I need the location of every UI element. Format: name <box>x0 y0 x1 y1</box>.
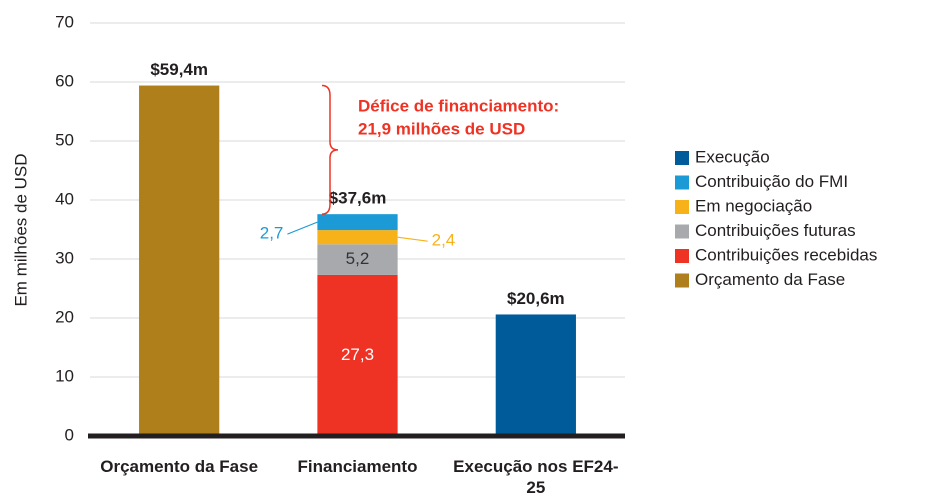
x-tick-label: Financiamento <box>297 457 418 476</box>
legend-swatch <box>675 273 689 288</box>
y-tick-label: 20 <box>55 307 74 326</box>
bar-segment <box>317 214 398 231</box>
data-label: 27,3 <box>341 345 374 364</box>
bar-segment <box>317 230 398 245</box>
bar-segment <box>317 244 398 275</box>
data-label: 2,4 <box>432 231 456 250</box>
leader-line <box>397 236 428 242</box>
y-tick-label: 60 <box>55 71 74 90</box>
legend-swatch <box>675 175 689 190</box>
total-label: $20,6m <box>507 289 565 308</box>
total-label: $59,4m <box>150 60 208 79</box>
y-tick-label: 40 <box>55 189 74 208</box>
x-tick-label: Orçamento da Fase <box>100 457 259 476</box>
y-tick-label: 30 <box>55 248 74 267</box>
y-tick-label: 0 <box>65 425 74 444</box>
data-label: 2,7 <box>260 224 284 243</box>
legend-swatch <box>675 249 689 263</box>
bar-segment <box>317 274 398 436</box>
legend-label: Contribuições recebidas <box>695 245 877 264</box>
y-tick-label: 50 <box>55 130 74 149</box>
y-tick-label: 70 <box>55 12 74 31</box>
legend-swatch <box>675 200 689 214</box>
x-tick-label: Execução nos EF24-25 <box>453 457 619 497</box>
bar-segment <box>495 314 576 436</box>
legend-label: Contribuição do FMI <box>695 172 848 191</box>
leader-line <box>287 221 318 235</box>
legend-label: Em negociação <box>695 196 812 215</box>
y-axis-label: Em milhões de USD <box>11 153 30 306</box>
legend-label: Orçamento da Fase <box>695 270 845 289</box>
bar-segment <box>139 85 220 436</box>
y-tick-label: 10 <box>55 366 74 385</box>
total-label: $37,6m <box>329 189 387 208</box>
legend-label: Execução <box>695 147 770 166</box>
legend-swatch <box>675 224 689 239</box>
annotation: Défice de financiamento: <box>358 96 559 115</box>
annotation: 21,9 milhões de USD <box>358 119 525 138</box>
legend-label: Contribuições futuras <box>695 221 856 240</box>
annotation-brace <box>321 84 339 215</box>
data-label: 5,2 <box>346 249 370 268</box>
legend-swatch <box>675 151 689 165</box>
